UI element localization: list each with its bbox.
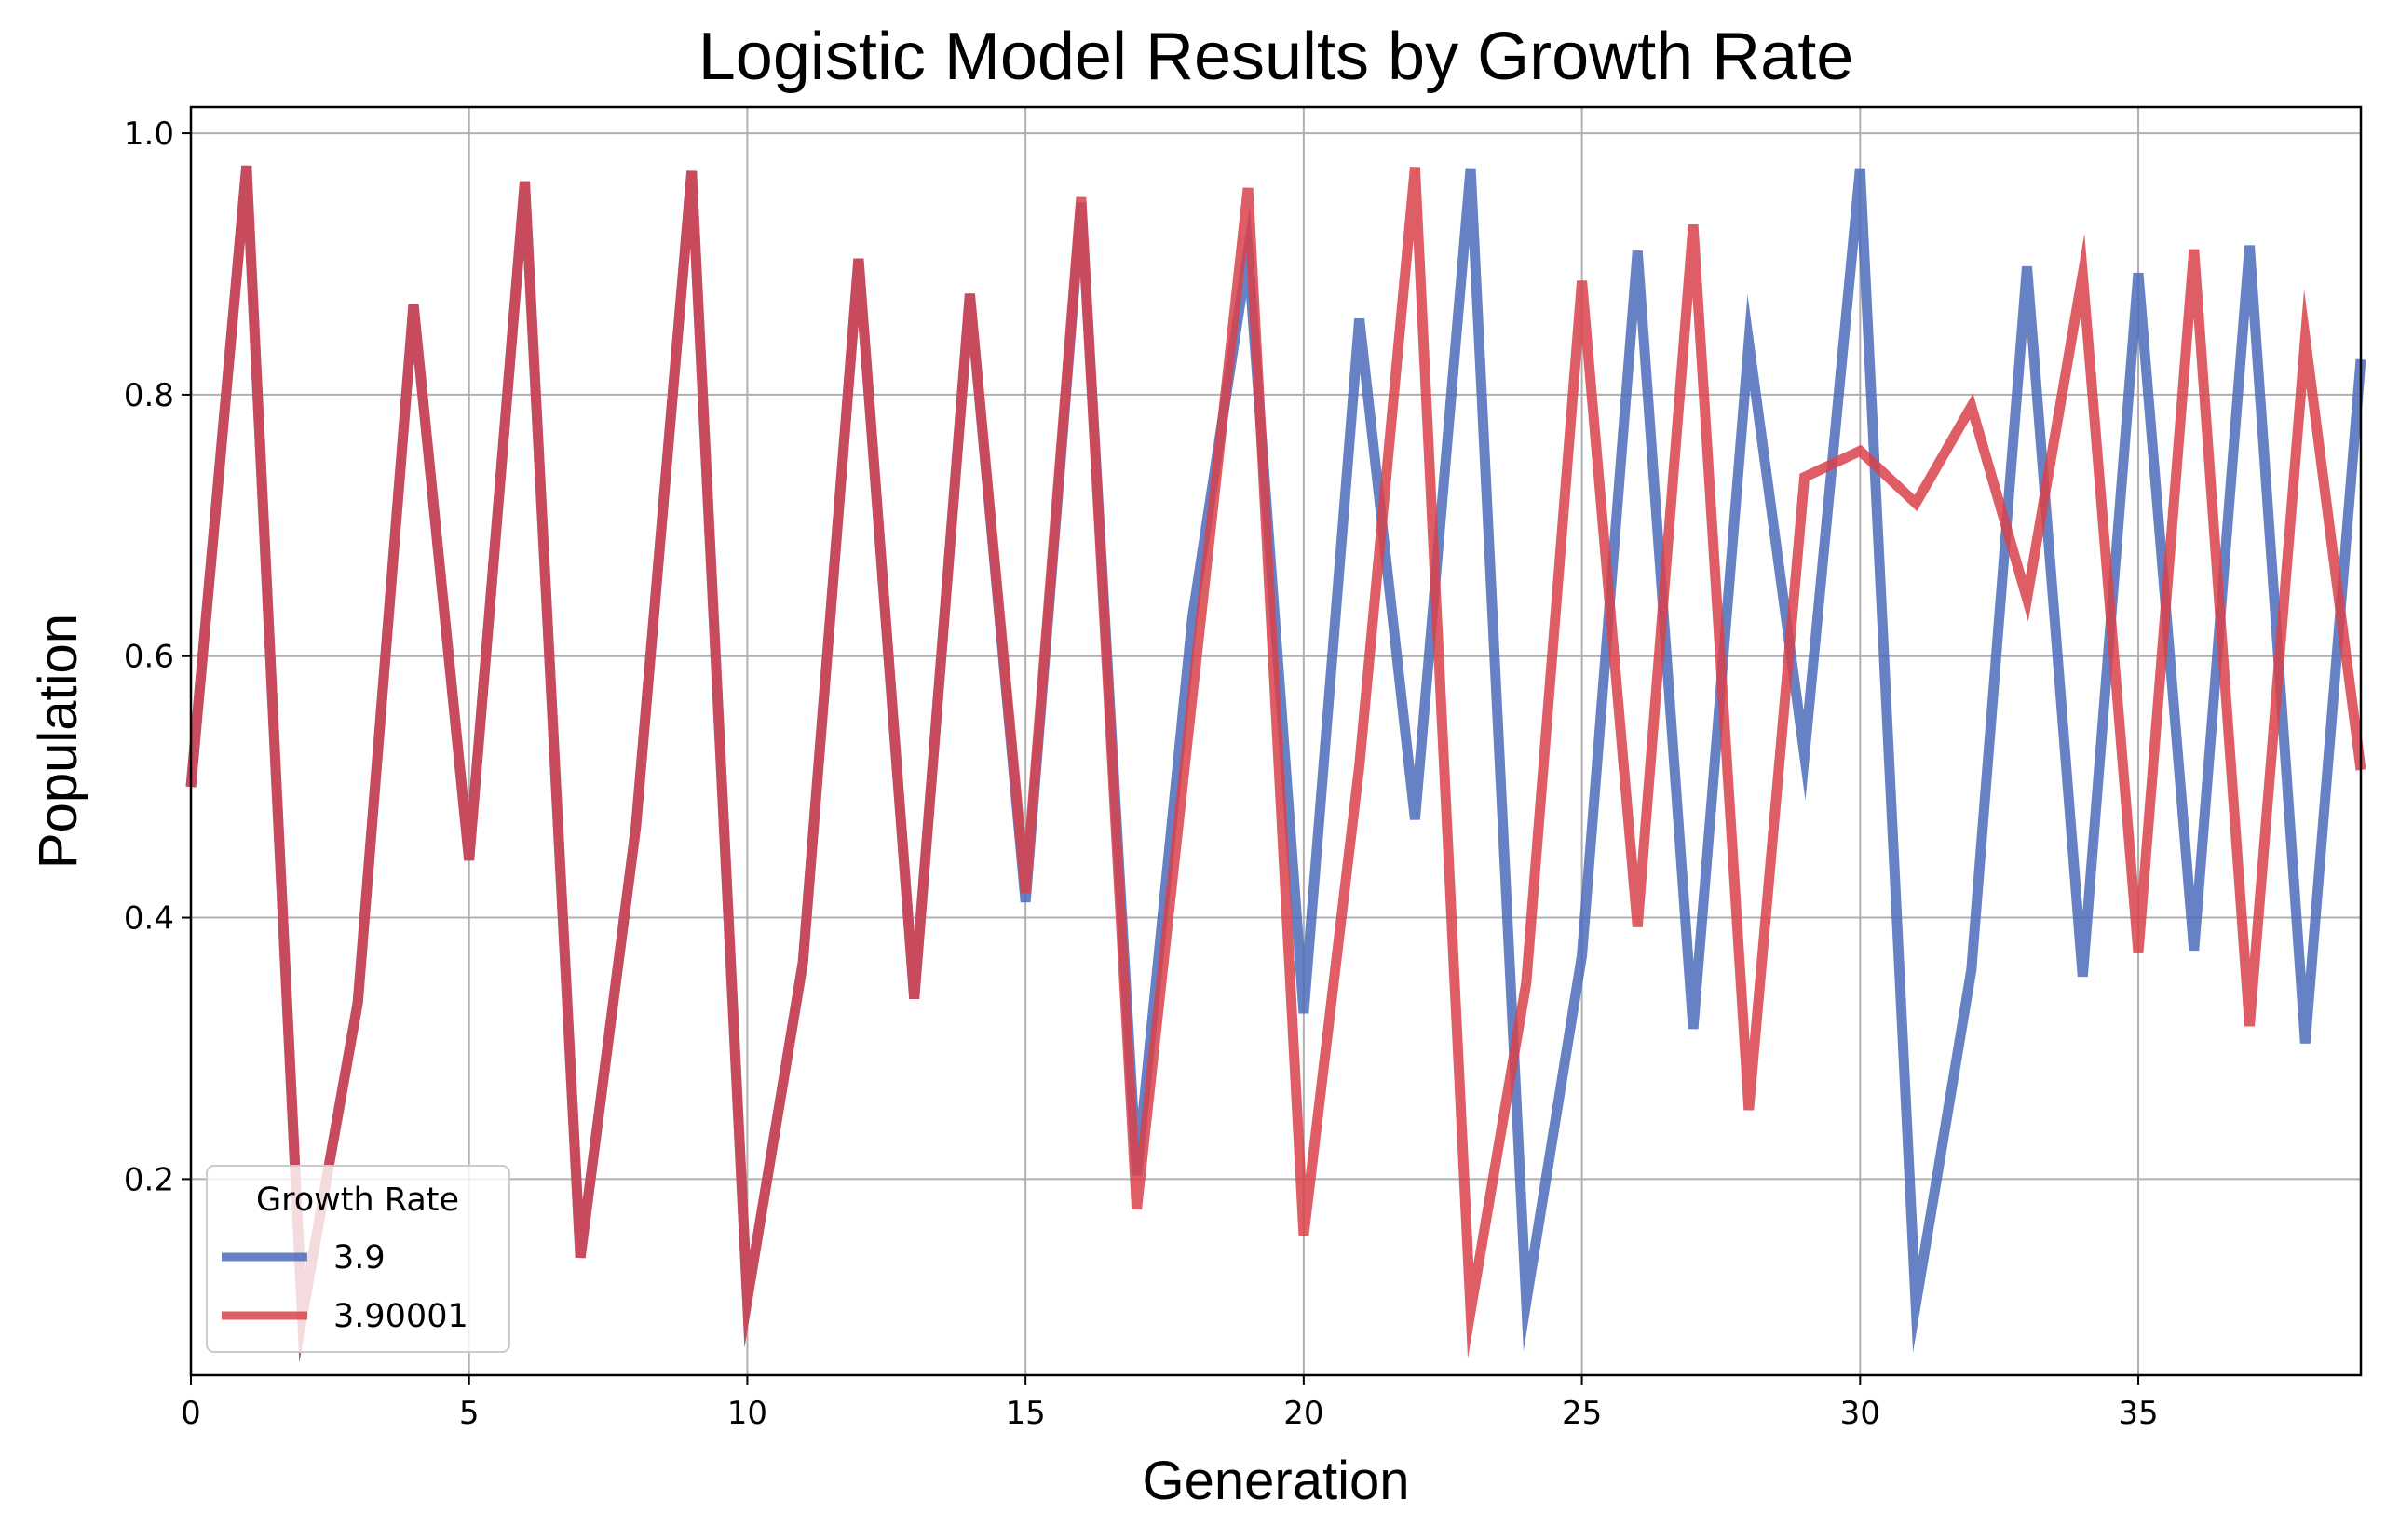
legend-label-3-90001: 3.90001 bbox=[333, 1298, 468, 1335]
y-tick-label: 0.6 bbox=[124, 639, 174, 676]
legend-label-3-9: 3.9 bbox=[333, 1239, 386, 1277]
x-tick-label: 20 bbox=[1283, 1395, 1323, 1432]
ticks: 0 5 10 15 20 25 30 35 0.2 0.4 0.6 0.8 1.0 bbox=[124, 115, 2159, 1432]
x-axis-label: Generation bbox=[1143, 1451, 1410, 1511]
y-tick-label: 0.2 bbox=[124, 1161, 174, 1198]
y-tick-label: 0.8 bbox=[124, 377, 174, 414]
legend: Growth Rate 3.9 3.90001 bbox=[206, 1165, 510, 1353]
x-tick-label: 35 bbox=[2118, 1395, 2158, 1432]
x-tick-label: 25 bbox=[1562, 1395, 1602, 1432]
legend-frame bbox=[206, 1165, 510, 1353]
chart-title: Logistic Model Results by Growth Rate bbox=[698, 20, 1854, 94]
x-tick-label: 10 bbox=[727, 1395, 767, 1432]
x-tick-label: 5 bbox=[459, 1395, 480, 1432]
y-tick-label: 1.0 bbox=[124, 115, 174, 153]
series-line-1 bbox=[185, 165, 2366, 1362]
y-axis-label: Population bbox=[28, 614, 88, 869]
x-tick-label: 30 bbox=[1840, 1395, 1880, 1432]
x-tick-label: 15 bbox=[1006, 1395, 1046, 1432]
y-tick-label: 0.4 bbox=[124, 900, 174, 938]
series-layer bbox=[185, 165, 2366, 1362]
legend-title: Growth Rate bbox=[256, 1182, 459, 1219]
x-tick-label: 0 bbox=[181, 1395, 201, 1432]
plot-frame bbox=[189, 105, 2363, 1377]
